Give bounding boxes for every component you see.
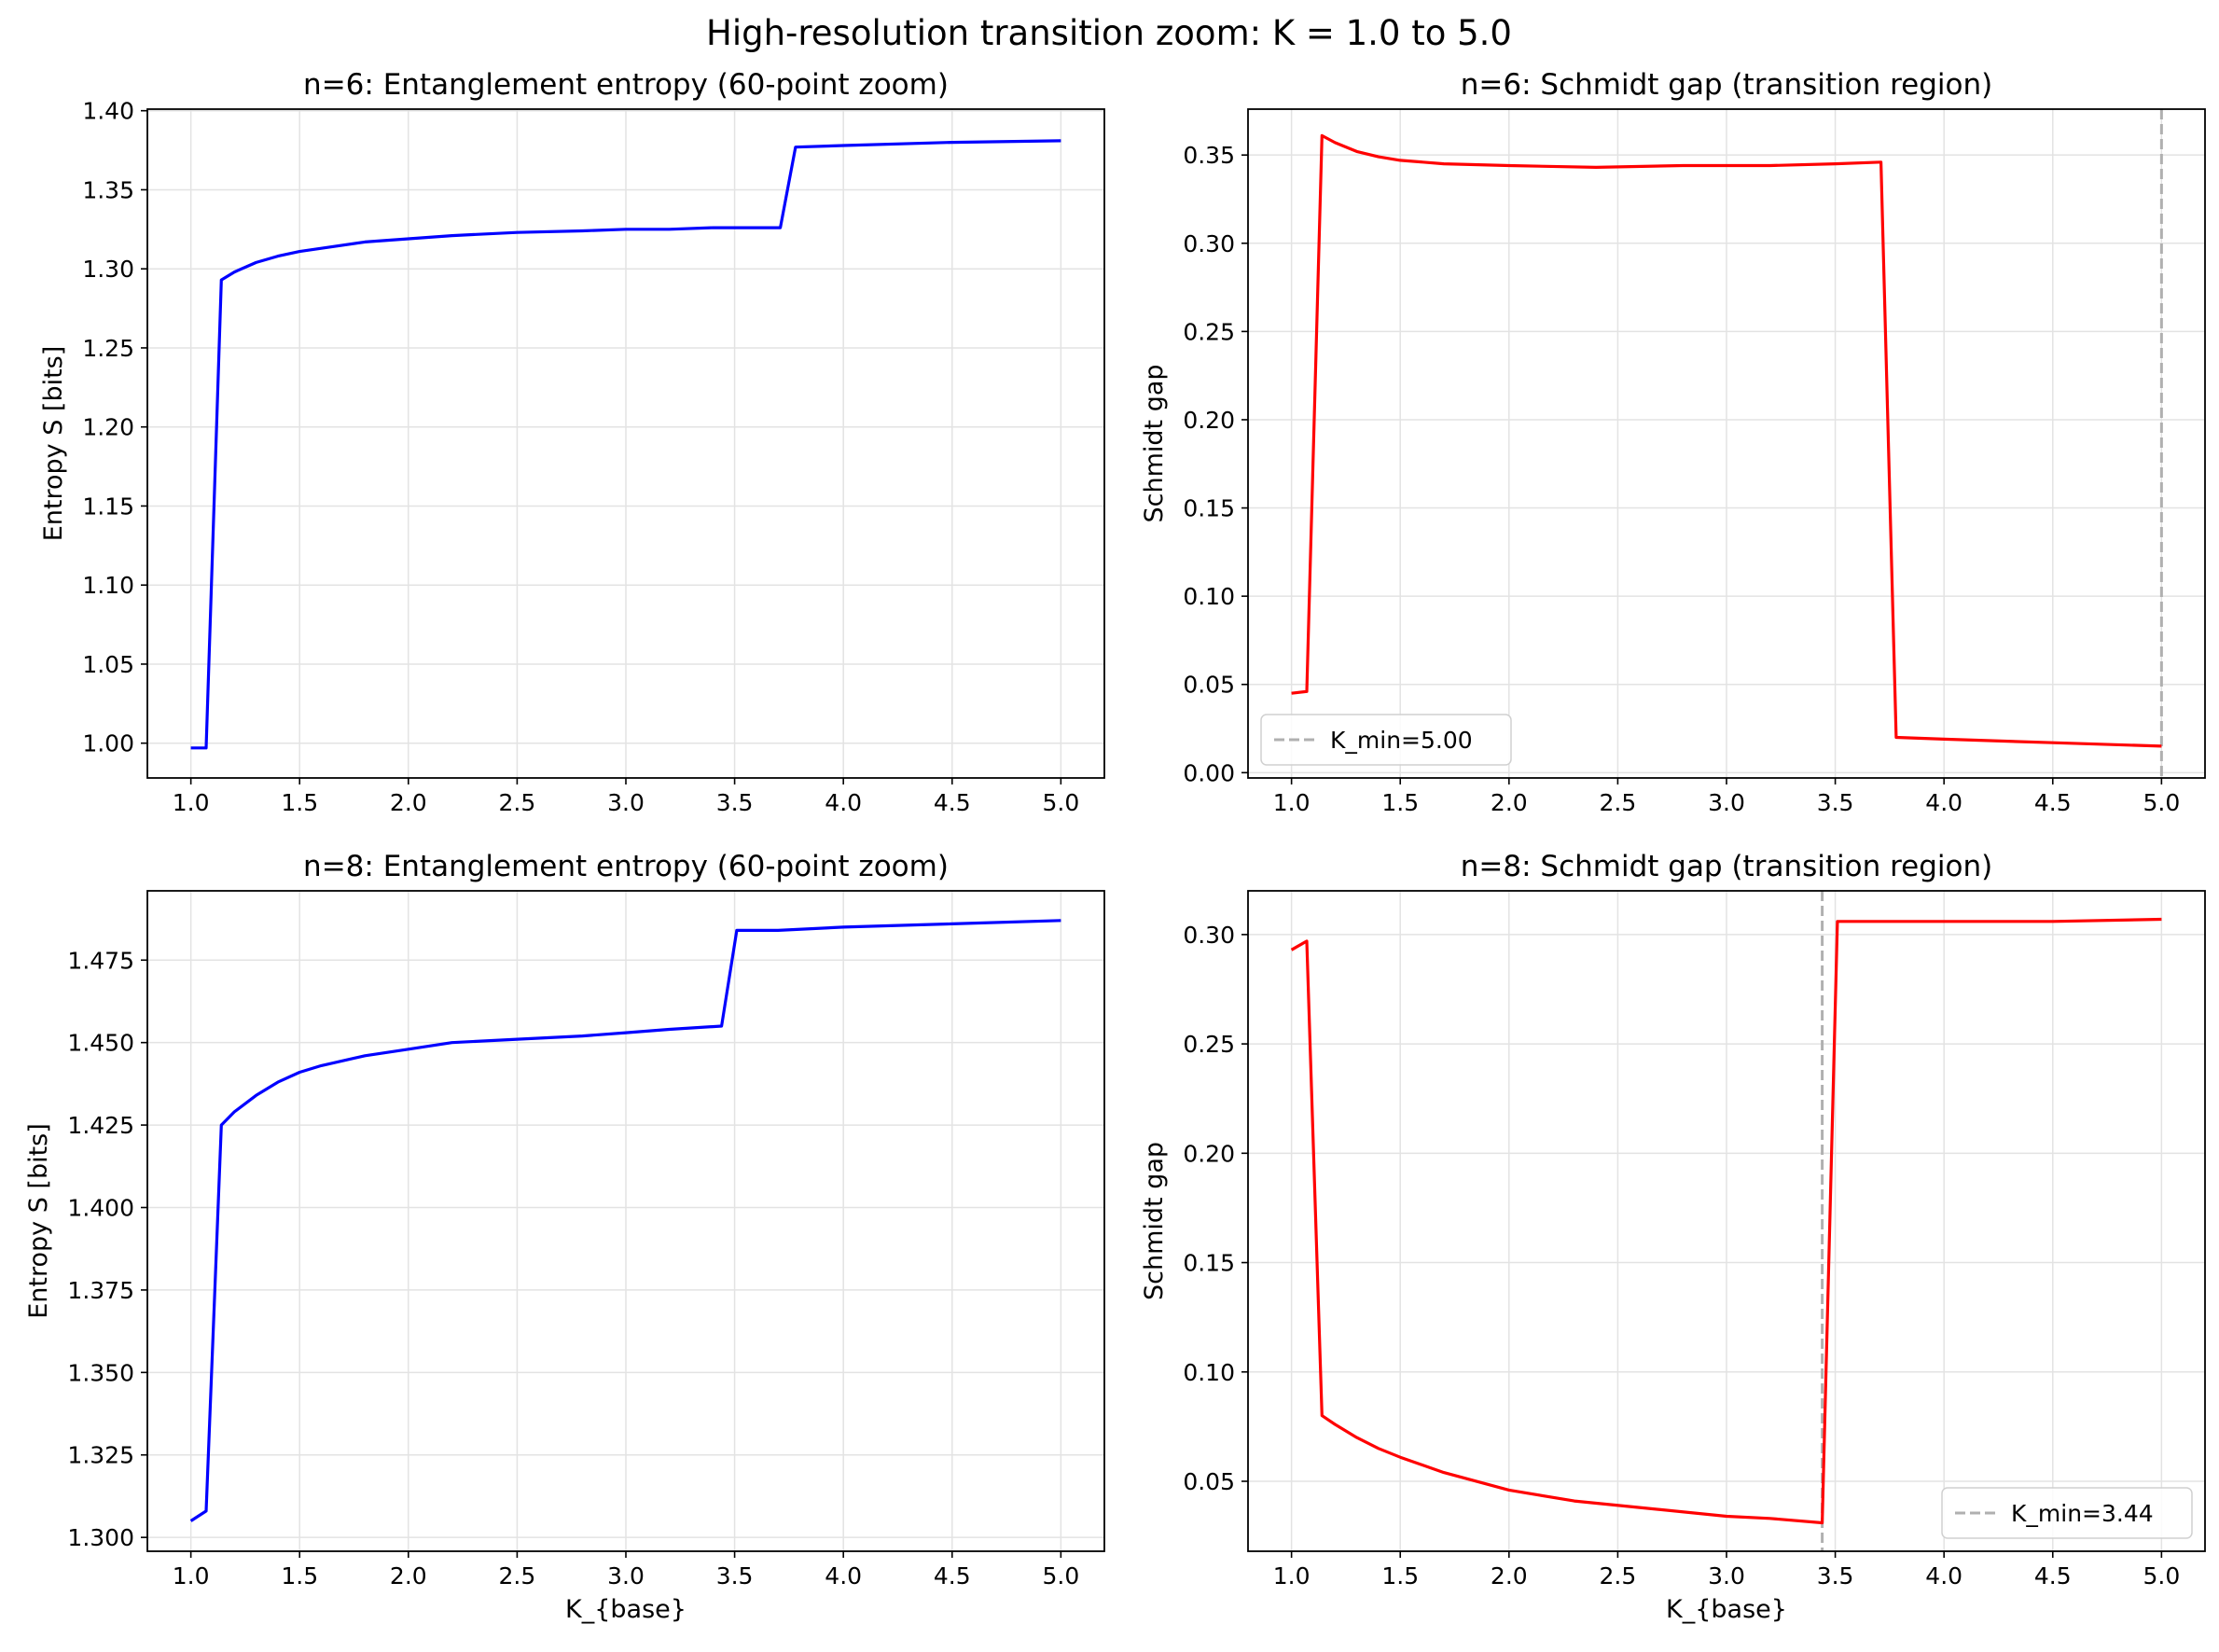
series-line [1290, 917, 2162, 1525]
y-tick-label: 0.20 [1183, 407, 1235, 434]
y-tick-label: 1.35 [82, 176, 134, 203]
x-tick-label: 1.0 [173, 789, 210, 816]
panel-title: n=6: Entanglement entropy (60-point zoom… [303, 68, 949, 102]
y-tick-label: 0.25 [1183, 318, 1235, 345]
x-tick-label: 1.0 [1273, 789, 1311, 816]
x-tick-label: 3.5 [716, 789, 754, 816]
x-tick-label: 4.0 [1925, 789, 1962, 816]
x-tick-label: 5.0 [2143, 1562, 2180, 1590]
y-axis-label: Entropy S [bits] [39, 346, 68, 542]
panel-title: n=6: Schmidt gap (transition region) [1461, 68, 1993, 102]
x-tick-label: 5.0 [1042, 1562, 1079, 1590]
panel-title: n=8: Schmidt gap (transition region) [1461, 850, 1993, 883]
y-axis-label: Schmidt gap [1140, 364, 1169, 522]
y-tick-label: 1.20 [82, 414, 134, 441]
x-tick-label: 2.0 [1491, 1562, 1528, 1590]
y-tick-label: 0.15 [1183, 1250, 1235, 1277]
y-tick-label: 0.10 [1183, 583, 1235, 610]
y-tick-label: 1.300 [67, 1524, 134, 1551]
panel-title: n=8: Entanglement entropy (60-point zoom… [303, 850, 949, 883]
x-tick-label: 4.0 [825, 789, 862, 816]
x-tick-label: 3.5 [1817, 789, 1854, 816]
panel-n6-schmidt-gap: n=6: Schmidt gap (transition region) 1.0 1… [1140, 68, 2206, 816]
series-line [189, 919, 1061, 1522]
y-tick-label: 0.10 [1183, 1359, 1235, 1386]
series-line [1291, 133, 2162, 748]
legend-label: K_min=3.44 [2011, 1500, 2154, 1527]
x-tick-label: 4.5 [2034, 1562, 2072, 1590]
y-tick-label: 0.25 [1183, 1031, 1235, 1058]
y-axis-label: Schmidt gap [1140, 1142, 1169, 1300]
y-tick-label: 1.00 [82, 730, 134, 757]
x-tick-label: 5.0 [1042, 789, 1079, 816]
y-tick-label: 1.475 [67, 947, 134, 974]
x-tick-label: 1.5 [1381, 789, 1419, 816]
legend: K_min=5.00 [1260, 714, 1512, 766]
x-tick-label: 2.0 [390, 789, 427, 816]
panel-n6-entropy: n=6: Entanglement entropy (60-point zoom… [39, 68, 1105, 816]
x-tick-label: 2.0 [1491, 789, 1528, 816]
series-line [190, 139, 1061, 750]
y-tick-label: 1.25 [82, 335, 134, 362]
x-tick-label: 3.0 [607, 789, 645, 816]
x-tick-label: 2.0 [390, 1562, 427, 1590]
y-tick-label: 0.15 [1183, 495, 1235, 522]
y-tick-label: 1.40 [82, 98, 134, 125]
y-tick-label: 1.30 [82, 256, 134, 283]
x-tick-label: 4.0 [1925, 1562, 1962, 1590]
x-tick-label: 3.0 [1708, 1562, 1745, 1590]
x-tick-label: 1.0 [173, 1562, 210, 1590]
x-tick-label: 4.5 [934, 789, 971, 816]
x-axis-label: K_{base} [565, 1595, 687, 1624]
panel-n8-entropy: n=8: Entanglement entropy (60-point zoom… [24, 850, 1105, 1624]
x-tick-label: 1.5 [281, 1562, 318, 1590]
figure-suptitle: High-resolution transition zoom: K = 1.0… [706, 13, 1512, 53]
y-tick-label: 0.00 [1183, 759, 1235, 786]
x-tick-label: 4.5 [934, 1562, 971, 1590]
y-tick-label: 0.35 [1183, 142, 1235, 169]
legend-box [1260, 714, 1512, 766]
y-tick-label: 0.05 [1183, 1468, 1235, 1495]
y-tick-label: 1.10 [82, 572, 134, 599]
x-tick-label: 2.5 [499, 789, 536, 816]
y-tick-label: 1.400 [67, 1195, 134, 1222]
x-tick-label: 1.5 [281, 789, 318, 816]
y-tick-label: 1.15 [82, 493, 134, 520]
x-tick-label: 3.0 [1708, 789, 1745, 816]
y-axis-label: Entropy S [bits] [24, 1123, 53, 1319]
y-tick-label: 1.450 [67, 1030, 134, 1057]
legend-box [1941, 1487, 2193, 1539]
legend: K_min=3.44 [1941, 1487, 2193, 1539]
x-tick-label: 3.5 [716, 1562, 754, 1590]
x-tick-label: 4.5 [2034, 789, 2072, 816]
x-axis-label: K_{base} [1666, 1595, 1787, 1624]
y-tick-label: 0.30 [1183, 922, 1235, 949]
x-tick-label: 4.0 [825, 1562, 862, 1590]
y-tick-label: 1.375 [67, 1277, 134, 1304]
panel-n8-schmidt-gap: n=8: Schmidt gap (transition region) 1.0 1… [1140, 850, 2206, 1624]
y-tick-label: 0.20 [1183, 1140, 1235, 1167]
x-tick-label: 3.0 [607, 1562, 645, 1590]
y-tick-label: 1.350 [67, 1359, 134, 1386]
x-tick-label: 2.5 [499, 1562, 536, 1590]
x-tick-label: 2.5 [1600, 789, 1637, 816]
x-tick-label: 2.5 [1600, 1562, 1637, 1590]
y-tick-label: 1.325 [67, 1442, 134, 1469]
x-tick-label: 5.0 [2143, 789, 2180, 816]
x-tick-label: 3.5 [1817, 1562, 1854, 1590]
x-tick-label: 1.5 [1381, 1562, 1419, 1590]
y-tick-label: 1.05 [82, 651, 134, 678]
legend-label: K_min=5.00 [1330, 727, 1473, 754]
y-tick-label: 0.30 [1183, 230, 1235, 257]
x-tick-label: 1.0 [1273, 1562, 1311, 1590]
y-tick-label: 0.05 [1183, 672, 1235, 699]
y-tick-label: 1.425 [67, 1112, 134, 1139]
